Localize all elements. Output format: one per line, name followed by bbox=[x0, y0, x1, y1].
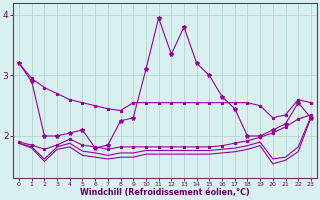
X-axis label: Windchill (Refroidissement éolien,°C): Windchill (Refroidissement éolien,°C) bbox=[80, 188, 250, 197]
